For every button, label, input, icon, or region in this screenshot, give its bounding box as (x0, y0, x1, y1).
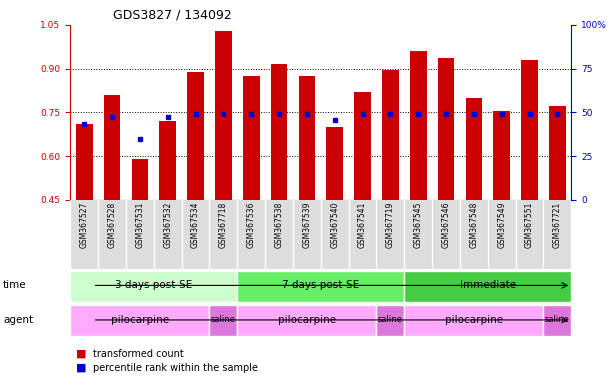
Bar (215, 31, 232, 200)
Text: saline: saline (211, 315, 236, 324)
Bar (466, 98, 482, 200)
Text: ■: ■ (76, 349, 87, 359)
Text: GSM367528: GSM367528 (108, 202, 117, 248)
Bar (521, 60, 538, 200)
Text: GDS3827 / 134092: GDS3827 / 134092 (113, 8, 232, 21)
Bar (76, 124, 92, 200)
Bar (410, 51, 426, 200)
Bar (131, 159, 148, 200)
Text: GSM367545: GSM367545 (414, 202, 423, 248)
Text: GSM367536: GSM367536 (247, 202, 255, 248)
Text: 7 days post-SE: 7 days post-SE (282, 280, 359, 290)
Text: pilocarpine: pilocarpine (111, 315, 169, 325)
Bar (354, 92, 371, 200)
Text: GSM367540: GSM367540 (330, 202, 339, 248)
Text: transformed count: transformed count (93, 349, 185, 359)
Bar (543, 305, 571, 336)
Text: GSM367549: GSM367549 (497, 202, 506, 248)
Bar (376, 305, 404, 336)
Text: GSM367548: GSM367548 (469, 202, 478, 248)
Text: saline: saline (545, 315, 570, 324)
Bar (159, 121, 176, 200)
Text: GSM367539: GSM367539 (302, 202, 312, 248)
Text: immediate: immediate (459, 280, 516, 290)
Text: GSM367534: GSM367534 (191, 202, 200, 248)
Bar (493, 111, 510, 200)
Bar (437, 58, 455, 200)
Text: pilocarpine: pilocarpine (278, 315, 336, 325)
Bar (404, 305, 543, 336)
Bar (299, 76, 315, 200)
Bar (210, 305, 237, 336)
Text: GSM367551: GSM367551 (525, 202, 534, 248)
Bar (271, 64, 287, 200)
Text: time: time (3, 280, 27, 290)
Text: ■: ■ (76, 362, 87, 373)
Text: GSM367721: GSM367721 (553, 202, 562, 248)
Text: GSM367538: GSM367538 (274, 202, 284, 248)
Text: GSM367532: GSM367532 (163, 202, 172, 248)
Text: GSM367718: GSM367718 (219, 202, 228, 248)
Bar (104, 95, 120, 200)
Bar (382, 70, 399, 200)
Text: GSM367546: GSM367546 (442, 202, 450, 248)
Text: agent: agent (3, 315, 33, 325)
Text: GSM367531: GSM367531 (136, 202, 144, 248)
Text: pilocarpine: pilocarpine (445, 315, 503, 325)
Bar (187, 71, 204, 200)
Text: GSM367527: GSM367527 (79, 202, 89, 248)
Text: GSM367719: GSM367719 (386, 202, 395, 248)
Text: saline: saline (378, 315, 403, 324)
Text: 3 days post-SE: 3 days post-SE (115, 280, 192, 290)
Bar (243, 76, 260, 200)
Text: percentile rank within the sample: percentile rank within the sample (93, 362, 258, 373)
Bar (237, 271, 404, 302)
Bar (70, 271, 237, 302)
Text: GSM367541: GSM367541 (358, 202, 367, 248)
Bar (70, 305, 210, 336)
Bar (404, 271, 571, 302)
Bar (549, 106, 566, 200)
Bar (326, 127, 343, 200)
Bar (237, 305, 376, 336)
